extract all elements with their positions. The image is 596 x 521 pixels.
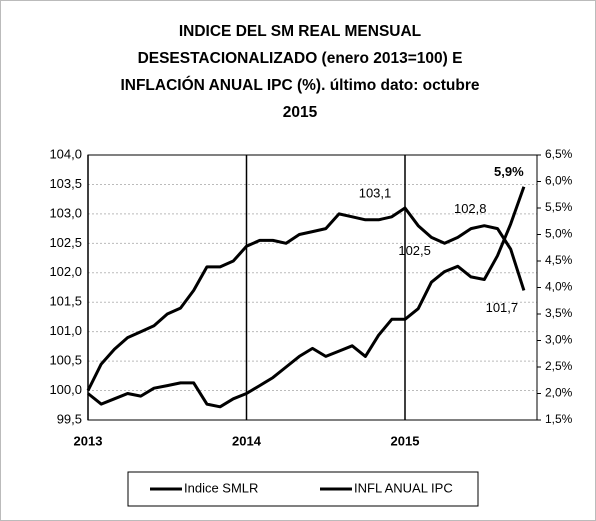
- y2-tick-label: 3,5%: [545, 306, 573, 320]
- data-label: 103,1: [359, 185, 392, 200]
- x-tick-label: 2013: [74, 433, 103, 448]
- legend-box: [127, 471, 479, 507]
- data-label: 101,7: [486, 300, 519, 315]
- data-label: 102,5: [398, 243, 431, 258]
- y2-tick-label: 6,5%: [545, 147, 573, 161]
- y-tick-label: 102,0: [49, 264, 82, 279]
- y2-tick-label: 2,5%: [545, 359, 573, 373]
- y2-tick-label: 2,0%: [545, 386, 573, 400]
- chart-title: INDICE DEL SM REAL MENSUAL: [179, 23, 421, 40]
- data-label: 5,9%: [494, 164, 524, 179]
- y-tick-label: 101,5: [49, 294, 82, 309]
- data-label: 102,8: [454, 201, 487, 216]
- chart-title: DESESTACIONALIZADO (enero 2013=100) E: [138, 50, 463, 67]
- y-tick-label: 103,5: [49, 176, 82, 191]
- y2-tick-label: 6,0%: [545, 174, 573, 188]
- y-tick-label: 102,5: [49, 235, 82, 250]
- y2-tick-label: 5,5%: [545, 200, 573, 214]
- x-tick-label: 2015: [391, 433, 420, 448]
- chart-title: INFLACIÓN ANUAL IPC (%). último dato: oc…: [120, 76, 479, 94]
- x-tick-label: 2014: [232, 433, 262, 448]
- y-tick-label: 103,0: [49, 205, 82, 220]
- y2-tick-label: 4,0%: [545, 280, 573, 294]
- y2-tick-label: 5,0%: [545, 227, 573, 241]
- y-tick-label: 101,0: [49, 323, 82, 338]
- y-tick-label: 100,5: [49, 353, 82, 368]
- y2-tick-label: 4,5%: [545, 253, 573, 267]
- y2-tick-label: 3,0%: [545, 333, 573, 347]
- series-line: [87, 186, 526, 409]
- y-tick-label: 100,0: [49, 382, 82, 397]
- series-line: [86, 206, 526, 392]
- legend-label: INFL ANUAL IPC: [354, 480, 453, 495]
- y2-tick-label: 1,5%: [545, 412, 573, 426]
- y-tick-label: 99,5: [57, 411, 82, 426]
- y-tick-label: 104,0: [49, 146, 82, 161]
- legend-label: Indice SMLR: [184, 480, 258, 495]
- chart-title: 2015: [283, 104, 318, 121]
